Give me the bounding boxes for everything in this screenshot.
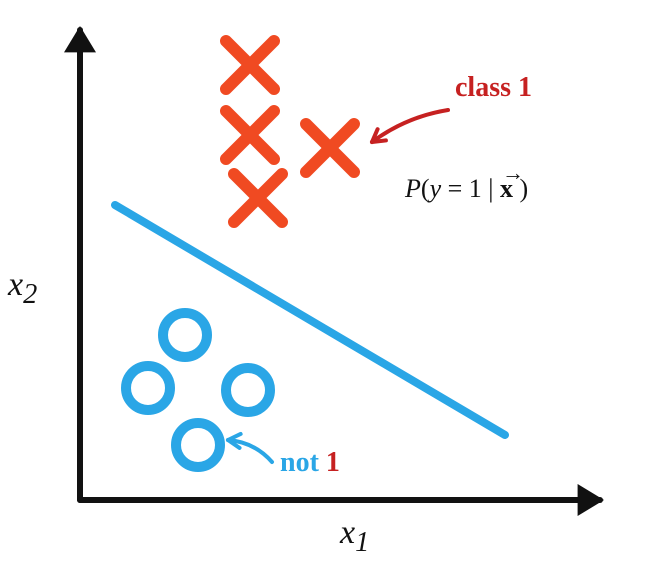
x-axis-label-var: x <box>340 514 355 551</box>
class0-marker <box>163 313 207 357</box>
class1-marker <box>226 111 274 159</box>
class0-marker <box>226 368 270 412</box>
y-axis-label: x2 <box>8 266 37 311</box>
formula-eq: = 1 | <box>441 174 500 203</box>
class1-label-text: class 1 <box>455 72 532 103</box>
probability-formula: P(y = 1 | x→ ) <box>405 174 528 204</box>
x-axis-label: x1 <box>340 514 369 559</box>
formula-y: y <box>430 174 442 203</box>
y-axis-label-sub: 2 <box>23 279 37 310</box>
class1-marker <box>306 124 354 172</box>
formula-open: ( <box>421 174 430 203</box>
class0-label: not 1 <box>280 447 340 479</box>
plot-svg <box>0 0 654 565</box>
class1-label: class 1 <box>455 72 532 104</box>
class0-label-prefix: not <box>280 447 326 478</box>
y-axis-label-var: x <box>8 266 23 303</box>
class1-marker <box>226 41 274 89</box>
class1-marker <box>234 174 282 222</box>
x-axis-label-sub: 1 <box>355 527 369 558</box>
class0-label-num: 1 <box>326 447 340 478</box>
class0-marker <box>126 366 170 410</box>
class0-marker <box>176 423 220 467</box>
diagram-stage: x1 x2 class 1 not 1 P(y = 1 | x→ ) <box>0 0 654 565</box>
formula-xvec: x→ <box>500 174 513 204</box>
formula-P: P <box>405 174 421 203</box>
